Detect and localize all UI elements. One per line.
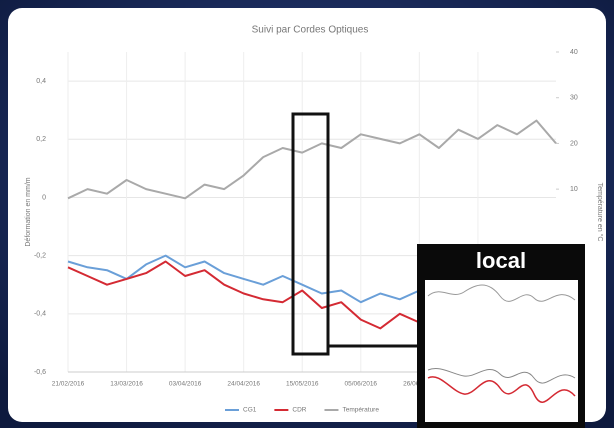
highlight-box <box>291 112 330 356</box>
inset-plot <box>425 280 578 422</box>
x-tick-label: 15/05/2016 <box>286 381 319 388</box>
chart-title: Suivi par Cordes Optiques <box>252 25 369 36</box>
inset-line-dark <box>427 368 576 384</box>
x-tick-label: 24/04/2016 <box>227 381 260 388</box>
x-tick-label: 13/03/2016 <box>110 381 143 388</box>
x-tick-label: 21/02/2016 <box>52 381 85 388</box>
y2-tick-label: 30 <box>570 95 578 102</box>
legend-label: CDR <box>292 407 306 414</box>
y2-tick-label: 20 <box>570 140 578 147</box>
y-tick-label: -0,4 <box>34 311 46 318</box>
legend-label: Température <box>342 407 379 414</box>
inset-line-gray <box>427 284 576 302</box>
y-tick-label: 0,2 <box>36 136 46 143</box>
inset-title: local <box>476 248 526 273</box>
y2-tick-label: 40 <box>570 49 578 56</box>
plot-area: 0,4 0,2 0 -0,2 -0,4 -0,6 40 30 20 10 21/02/2016 13/… <box>34 49 578 388</box>
inset: local <box>417 244 585 428</box>
y-tick-label: -0,2 <box>34 252 46 259</box>
y2-tick-label: 10 <box>570 186 578 193</box>
inset-line-red <box>427 376 576 403</box>
y2-axis-label: Température en °C <box>596 183 604 242</box>
series-line <box>67 119 557 200</box>
y-axis-label: Déformation en mm/m <box>25 177 32 246</box>
y-tick-label: 0,4 <box>36 78 46 85</box>
x-tick-label: 03/04/2016 <box>169 381 202 388</box>
legend-label: CG1 <box>243 407 257 414</box>
y-tick-label: -0,6 <box>34 369 46 376</box>
x-tick-label: 05/06/2016 <box>345 381 378 388</box>
y-tick-label: 0 <box>42 194 46 201</box>
